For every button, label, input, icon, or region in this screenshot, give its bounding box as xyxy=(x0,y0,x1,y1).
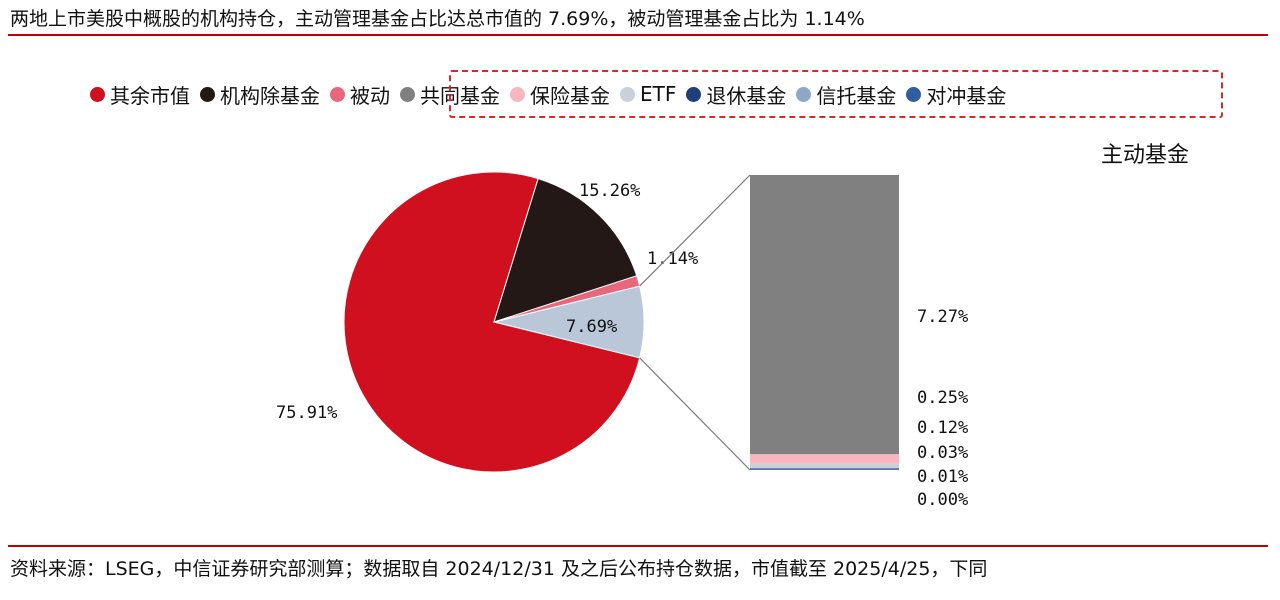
bar-segment-2 xyxy=(750,463,899,469)
legend-swatch xyxy=(400,86,415,102)
legend-label: 对冲基金 xyxy=(926,83,1007,108)
legend-swatch xyxy=(620,86,635,102)
bar-data-label: 0.03% xyxy=(917,443,968,463)
legend-label: 共同基金 xyxy=(420,83,500,108)
legend-label: 信托基金 xyxy=(816,83,897,108)
legend-swatch xyxy=(796,86,812,102)
chart-title: 两地上市美股中概股的机构持仓，主动管理基金占比达总市值的 7.69%，被动管理基… xyxy=(10,8,865,30)
connector-line-bottom xyxy=(639,357,751,471)
bar-data-label: 7.27% xyxy=(917,307,968,327)
legend-label: 其余市值 xyxy=(110,83,190,108)
legend-item: ETF xyxy=(620,82,676,106)
bar-title: 主动基金 xyxy=(1101,143,1189,168)
bar-data-label: 0.25% xyxy=(917,388,968,408)
bar-data-label: 0.12% xyxy=(917,418,968,438)
active-fund-legend-frame xyxy=(449,70,1223,118)
legend-item: 其余市值 xyxy=(90,80,190,109)
pie-data-label: 7.69% xyxy=(566,317,617,337)
legend-item: 信托基金 xyxy=(796,80,896,109)
pie-data-label: 15.26% xyxy=(579,181,640,201)
legend-item: 退休基金 xyxy=(686,80,786,109)
pie-slice-0 xyxy=(343,171,641,473)
legend-label: 退休基金 xyxy=(706,83,787,108)
bar-data-label: 0.00% xyxy=(917,490,968,510)
source-note: 资料来源：LSEG，中信证券研究部测算；数据取自 2024/12/31 及之后公… xyxy=(10,558,988,580)
legend-item: 保险基金 xyxy=(510,80,610,109)
bottom-divider xyxy=(8,545,1268,547)
legend-item: 被动 xyxy=(330,80,390,109)
legend-swatch xyxy=(686,86,702,102)
pie-data-label: 1.14% xyxy=(647,249,698,269)
legend-swatch xyxy=(510,86,525,102)
legend-swatch xyxy=(90,86,105,102)
bar-segment-1 xyxy=(750,454,899,464)
pie-slice-1 xyxy=(493,178,638,323)
legend-swatch xyxy=(906,86,922,102)
legend-item: 对冲基金 xyxy=(906,80,1006,109)
bar-segment-0 xyxy=(750,175,899,455)
bar-segment-3 xyxy=(750,468,899,470)
legend-swatch xyxy=(330,86,345,102)
legend-label: 被动 xyxy=(350,83,390,108)
legend-item: 机构除基金 xyxy=(200,80,320,109)
bar-data-label: 0.01% xyxy=(917,467,968,487)
top-divider xyxy=(8,34,1268,36)
legend-label: 保险基金 xyxy=(530,83,610,108)
legend-label: ETF xyxy=(640,82,677,106)
legend: 其余市值 机构除基金 被动 共同基金 保险基金 ETF 退休基金 信托基金 对冲基金 xyxy=(90,78,1016,110)
legend-swatch xyxy=(200,86,215,102)
legend-item: 共同基金 xyxy=(400,80,500,109)
connector-line-top xyxy=(639,174,751,287)
legend-label: 机构除基金 xyxy=(220,83,320,108)
pie-data-label: 75.91% xyxy=(276,403,337,423)
